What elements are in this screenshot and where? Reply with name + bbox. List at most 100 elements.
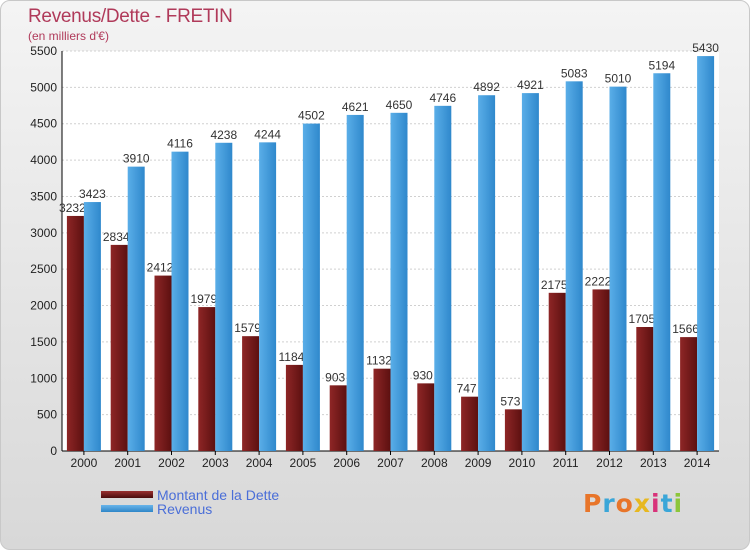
bar-debt-2006 (329, 385, 347, 451)
logo-letter: o (615, 489, 634, 518)
data-label-debt-2004: 1579 (234, 321, 261, 335)
data-label-revenue-2010: 4921 (517, 78, 544, 92)
bar-debt-2002 (154, 275, 172, 451)
logo-letter: x (633, 489, 651, 518)
bar-revenue-2003 (215, 142, 233, 452)
bar-revenue-2009 (478, 95, 496, 451)
bar-debt-2014 (680, 337, 698, 451)
y-tick-label: 5500 (30, 44, 57, 58)
data-label-debt-2011: 2175 (541, 278, 568, 292)
legend-label-debt: Montant de la Dette (157, 487, 280, 503)
data-label-revenue-2006: 4621 (342, 100, 369, 114)
bar-debt-2008 (417, 383, 435, 451)
bar-debt-2011 (548, 292, 566, 451)
data-label-revenue-2003: 4238 (210, 128, 237, 142)
bar-revenue-2001 (127, 166, 145, 452)
y-tick-label: 500 (37, 408, 57, 422)
data-label-revenue-2013: 5194 (648, 58, 675, 72)
data-label-revenue-2001: 3910 (123, 152, 150, 166)
data-label-debt-2002: 2412 (147, 261, 174, 275)
x-tick-label: 2001 (114, 456, 141, 470)
data-label-revenue-2004: 4244 (254, 127, 281, 141)
x-tick-label: 2009 (465, 456, 492, 470)
data-label-debt-2009: 747 (457, 382, 477, 396)
x-tick-label: 2003 (202, 456, 229, 470)
bar-revenue-2007 (390, 112, 408, 452)
data-label-revenue-2007: 4650 (386, 98, 413, 112)
x-tick-label: 2012 (596, 456, 623, 470)
chart-title: Revenus/Dette - FRETIN (28, 6, 233, 27)
x-tick-label: 2005 (290, 456, 317, 470)
data-label-revenue-2000: 3423 (79, 187, 106, 201)
legend-swatch-revenue (101, 505, 153, 512)
data-label-revenue-2008: 4746 (429, 91, 456, 105)
y-tick-label: 1000 (30, 371, 57, 385)
bar-debt-2003 (198, 307, 216, 451)
bar-debt-2012 (592, 289, 610, 451)
bar-revenue-2006 (346, 114, 364, 451)
x-tick-label: 2002 (158, 456, 185, 470)
x-tick-label: 2013 (640, 456, 667, 470)
data-label-debt-2014: 1566 (672, 322, 699, 336)
logo-letter: t (660, 489, 674, 518)
bar-debt-2005 (285, 364, 303, 451)
bar-debt-2004 (242, 336, 260, 451)
y-tick-label: 0 (50, 444, 57, 458)
y-tick-label: 4500 (30, 117, 57, 131)
logo-letter: r (602, 489, 616, 518)
bar-debt-2000 (66, 215, 84, 451)
x-tick-label: 2006 (333, 456, 360, 470)
data-label-revenue-2011: 5083 (561, 66, 588, 80)
data-label-debt-2007: 1132 (366, 354, 392, 368)
bar-debt-2013 (636, 327, 654, 451)
data-label-debt-2001: 2834 (103, 230, 130, 244)
bar-revenue-2008 (434, 105, 452, 451)
data-label-debt-2003: 1979 (190, 292, 217, 306)
bar-revenue-2005 (302, 123, 320, 451)
logo-letter: i (651, 489, 661, 518)
data-label-revenue-2005: 4502 (298, 109, 325, 123)
chart-subtitle: (en milliers d'€) (28, 29, 109, 43)
proxiti-logo: Proxiti (583, 489, 683, 518)
bar-revenue-2002 (171, 151, 189, 451)
y-tick-label: 2000 (30, 299, 57, 313)
data-label-revenue-2002: 4116 (167, 137, 193, 151)
y-tick-label: 2500 (30, 262, 57, 276)
data-label-debt-2006: 903 (325, 370, 345, 384)
bar-revenue-2004 (259, 142, 277, 451)
data-label-debt-2013: 1705 (628, 312, 655, 326)
data-label-debt-2010: 573 (500, 394, 520, 408)
x-tick-label: 2011 (553, 456, 579, 470)
y-tick-label: 3500 (30, 189, 57, 203)
bar-debt-2009 (461, 396, 479, 451)
y-tick-label: 1500 (30, 335, 57, 349)
bar-revenue-2012 (609, 86, 627, 452)
x-tick-label: 2008 (421, 456, 448, 470)
legend-swatch-debt (101, 491, 153, 498)
data-label-revenue-2009: 4892 (473, 80, 500, 94)
data-label-debt-2000: 3232 (59, 201, 86, 215)
x-tick-label: 2000 (71, 456, 98, 470)
bar-revenue-2014 (697, 56, 715, 451)
y-tick-label: 3000 (30, 226, 57, 240)
y-tick-label: 4000 (30, 153, 57, 167)
bar-revenue-2010 (521, 93, 539, 451)
data-label-debt-2005: 1184 (278, 350, 304, 364)
logo-letter: P (583, 489, 603, 518)
x-tick-label: 2010 (509, 456, 536, 470)
x-tick-label: 2004 (246, 456, 273, 470)
y-tick-label: 5000 (30, 80, 57, 94)
bar-debt-2010 (504, 409, 522, 451)
x-tick-label: 2014 (684, 456, 711, 470)
data-label-debt-2008: 930 (413, 368, 433, 382)
x-tick-label: 2007 (377, 456, 404, 470)
bar-revenue-2011 (565, 81, 583, 451)
bar-revenue-2013 (653, 73, 671, 451)
bar-debt-2001 (110, 244, 128, 451)
data-label-revenue-2012: 5010 (605, 72, 632, 86)
bar-debt-2007 (373, 368, 391, 451)
data-label-debt-2012: 2222 (585, 274, 612, 288)
legend-label-revenue: Revenus (157, 501, 213, 517)
